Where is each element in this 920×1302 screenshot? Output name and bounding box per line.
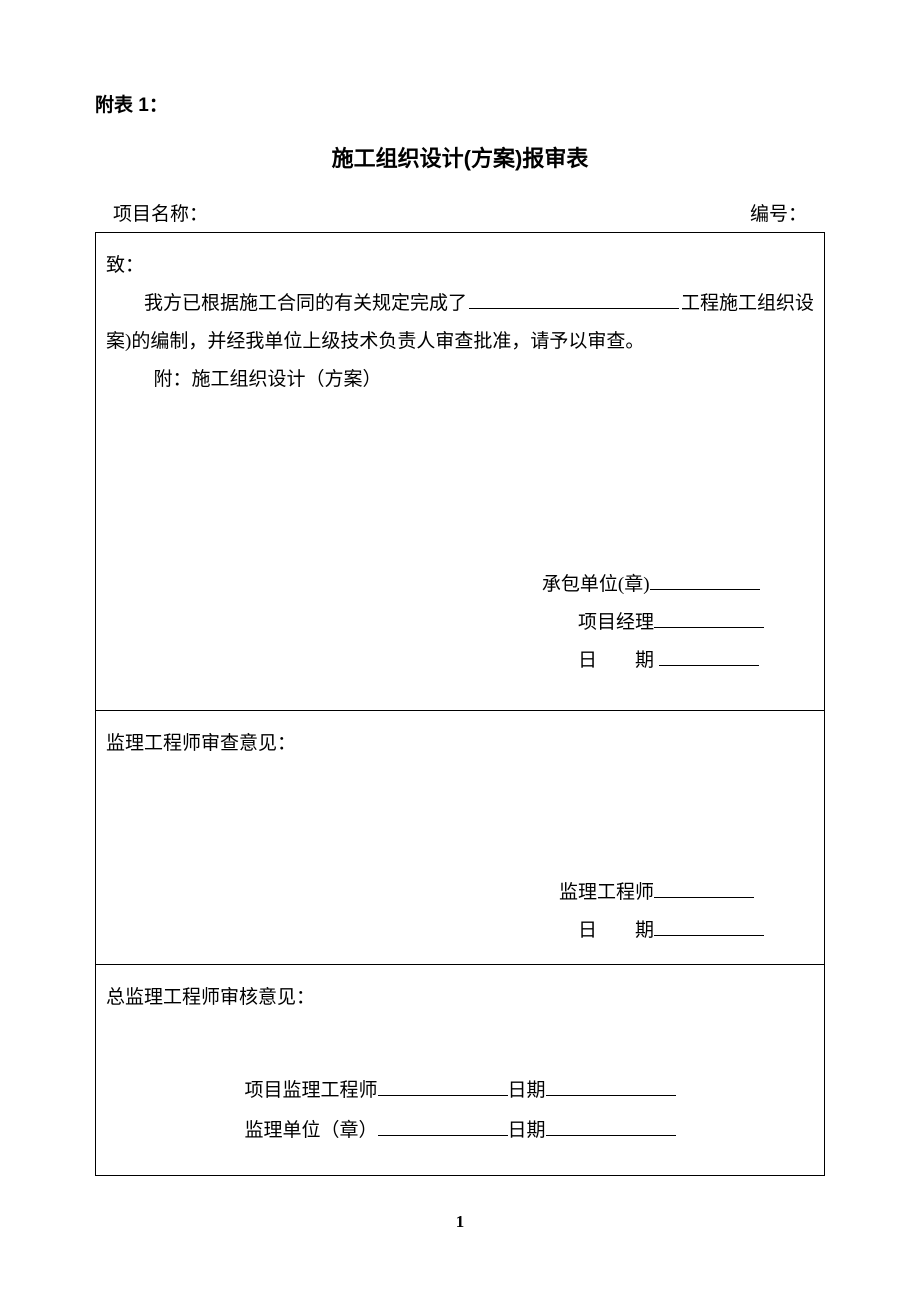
contractor-seal-row: 承包单位(章) bbox=[542, 566, 764, 604]
attachment-note: 附：施工组织设计（方案） bbox=[106, 361, 814, 399]
unit-seal-row: 监理单位（章）日期 bbox=[96, 1111, 824, 1151]
to-label: 致： bbox=[106, 247, 814, 285]
attachment-label: 附表 1： bbox=[95, 90, 825, 117]
date-blank-1[interactable] bbox=[659, 647, 759, 666]
pm-engineer-blank[interactable] bbox=[378, 1077, 508, 1096]
contractor-signature-block: 承包单位(章) 项目经理 日 期 bbox=[542, 566, 764, 680]
pm-engineer-row: 项目监理工程师日期 bbox=[96, 1071, 824, 1111]
pm-row: 项目经理 bbox=[542, 604, 764, 642]
document-page: 附表 1： 施工组织设计(方案)报审表 项目名称： 编号： 致： 我方已根据施工… bbox=[0, 0, 920, 1236]
date-blank-3a[interactable] bbox=[546, 1077, 676, 1096]
form-table: 致： 我方已根据施工合同的有关规定完成了工程施工组织设计(方 案)的编制，并经我… bbox=[95, 232, 825, 1176]
section-submission: 致： 我方已根据施工合同的有关规定完成了工程施工组织设计(方 案)的编制，并经我… bbox=[96, 233, 824, 711]
date-blank-2[interactable] bbox=[654, 917, 764, 936]
chief-signature-block: 项目监理工程师日期 监理单位（章）日期 bbox=[96, 1071, 824, 1151]
meta-row: 项目名称： 编号： bbox=[95, 199, 825, 232]
pm-blank[interactable] bbox=[654, 609, 764, 628]
page-number: 1 bbox=[0, 1212, 920, 1232]
form-title: 施工组织设计(方案)报审表 bbox=[95, 141, 825, 173]
project-name-blank[interactable] bbox=[469, 290, 679, 309]
supervisor-review-heading: 监理工程师审查意见： bbox=[106, 725, 814, 763]
date-row-2: 日 期 bbox=[559, 912, 764, 950]
project-name-label: 项目名称： bbox=[113, 199, 208, 226]
unit-seal-blank[interactable] bbox=[378, 1117, 508, 1136]
contractor-seal-blank[interactable] bbox=[650, 571, 760, 590]
supervisor-row: 监理工程师 bbox=[559, 874, 764, 912]
date-row-1: 日 期 bbox=[542, 642, 764, 680]
body-line-2: 案)的编制，并经我单位上级技术负责人审查批准，请予以审查。 bbox=[106, 323, 814, 361]
serial-number-label: 编号： bbox=[750, 199, 807, 226]
date-blank-3b[interactable] bbox=[546, 1117, 676, 1136]
supervisor-blank[interactable] bbox=[654, 879, 754, 898]
section-chief-supervisor: 总监理工程师审核意见： 项目监理工程师日期 监理单位（章）日期 bbox=[96, 965, 824, 1175]
supervisor-signature-block: 监理工程师 日 期 bbox=[559, 874, 764, 950]
chief-supervisor-heading: 总监理工程师审核意见： bbox=[106, 979, 814, 1017]
body-line-1: 我方已根据施工合同的有关规定完成了工程施工组织设计(方 bbox=[106, 285, 814, 323]
section-supervisor-review: 监理工程师审查意见： 监理工程师 日 期 bbox=[96, 711, 824, 965]
